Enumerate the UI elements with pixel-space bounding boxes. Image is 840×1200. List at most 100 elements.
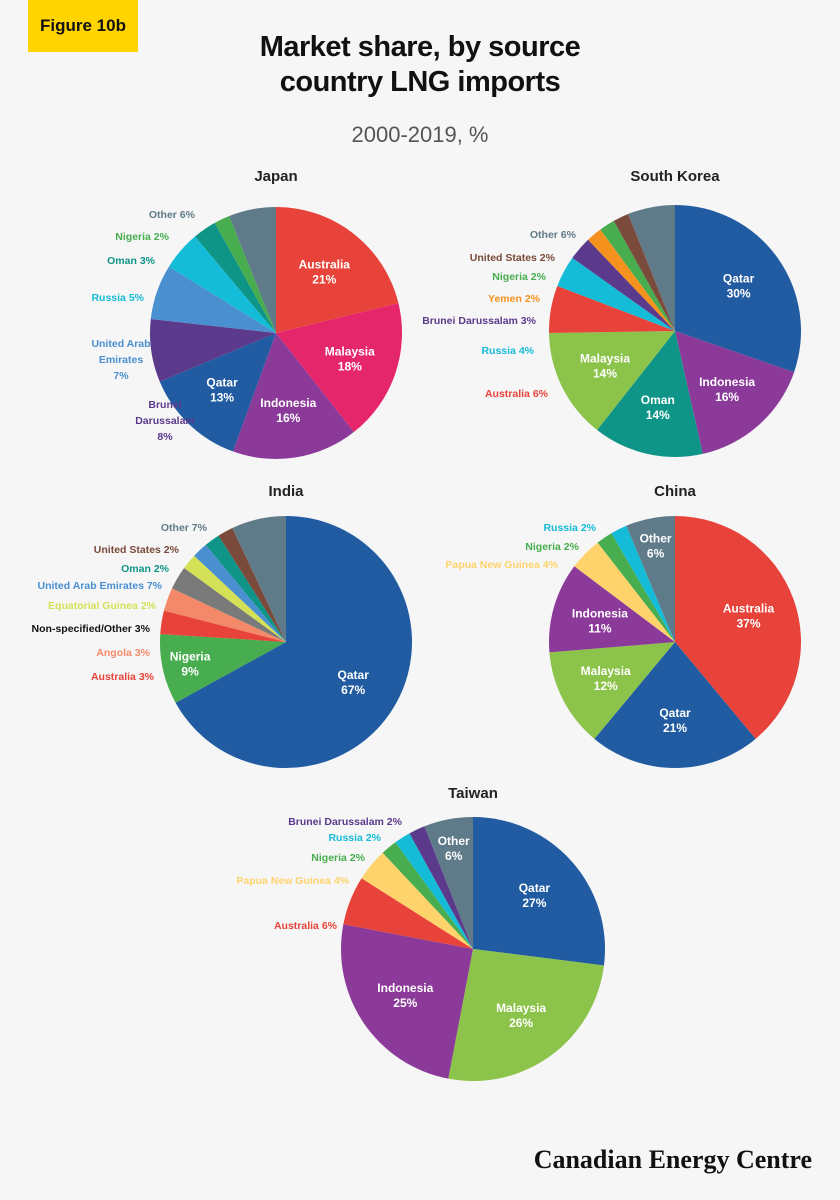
- pie-slice-other: [626, 516, 675, 642]
- slice-label-indonesia: Indonesia 11%: [572, 606, 628, 635]
- pie-slice-australia: [343, 878, 473, 949]
- slice-label-angola: Angola 3%: [96, 647, 150, 659]
- slice-label-russia: Russia 2%: [328, 832, 381, 844]
- pie-slice-brunei-darussalam: [409, 826, 473, 949]
- pie-slice-indonesia: [341, 924, 473, 1079]
- pie-slice-papua-new-guinea: [574, 542, 675, 642]
- chart-title: South Korea: [630, 168, 720, 185]
- slice-label-united-arab-emirates: United Arab Emirates 7%: [38, 580, 163, 592]
- pie-slice-indonesia: [232, 333, 354, 459]
- slice-label-non-specified-other: Non-specified/Other 3%: [32, 623, 151, 635]
- slice-label-qatar: Qatar 13%: [206, 376, 238, 405]
- pie-slice-australia: [160, 610, 286, 642]
- slice-label-yemen: Yemen 2%: [488, 293, 541, 305]
- slice-label-other: Other 6%: [640, 532, 672, 561]
- pie-slice-indonesia: [675, 331, 795, 454]
- pie-chart-japan: Japan Australia 21% Malaysia 18% Indonesia 16%…: [91, 168, 403, 459]
- slice-label-nigeria: Nigeria 2%: [311, 852, 365, 864]
- pie-slice-malaysia: [448, 949, 604, 1081]
- slice-label-australia: Australia 21%: [299, 258, 351, 287]
- slice-label-papua-new-guinea: Papua New Guinea 4%: [445, 559, 558, 571]
- pie-slice-oman: [195, 222, 276, 333]
- slice-label-qatar: Qatar 67%: [338, 668, 370, 697]
- slice-label-nigeria: Nigeria 2%: [115, 231, 169, 243]
- slice-label-brunei-darussalam: Brunei Darussalam 2%: [288, 816, 402, 828]
- slice-label-malaysia: Malaysia 18%: [325, 345, 375, 374]
- brand-logo-text: Canadian Energy Centre: [533, 1145, 812, 1174]
- pie-slice-united-arab-emirates: [194, 544, 286, 642]
- pie-slice-qatar: [159, 333, 276, 452]
- main-title: Market share, by source country LNG impo…: [0, 30, 840, 100]
- pie-slice-united-states: [613, 214, 675, 331]
- slice-label-qatar: Qatar 21%: [659, 706, 691, 735]
- slice-label-oman: Oman 3%: [107, 255, 156, 267]
- pie-slice-united-arab-emirates: [150, 266, 276, 333]
- slice-label-papua-new-guinea: Papua New Guinea 4%: [236, 875, 349, 887]
- pie-slice-other: [628, 205, 675, 331]
- pie-slice-yemen: [588, 229, 675, 331]
- slice-label-united-states: United States 2%: [470, 252, 556, 264]
- slice-label-qatar: Qatar 27%: [519, 881, 551, 910]
- slice-label-australia: Australia 6%: [274, 920, 338, 932]
- slice-label-united-states: United States 2%: [94, 544, 180, 556]
- pie-chart-china: China Australia 37% Qatar 21% Malaysia 12% Indo…: [445, 483, 802, 769]
- chart-title: China: [654, 483, 696, 500]
- slice-label-australia: Australia 3%: [91, 671, 155, 683]
- slice-label-oman: Oman 2%: [121, 563, 170, 575]
- slice-label-indonesia: Indonesia 25%: [377, 981, 433, 1010]
- pie-slice-other: [424, 817, 473, 949]
- pie-slice-indonesia: [548, 566, 675, 653]
- main-title-line1: Market share, by source: [259, 31, 581, 63]
- slice-label-indonesia: Indonesia 16%: [260, 396, 316, 425]
- slice-label-australia: Australia 37%: [723, 601, 775, 630]
- slice-label-other: Other 7%: [161, 522, 208, 534]
- slice-label-oman: Oman 14%: [641, 393, 675, 422]
- pie-slice-russia: [611, 525, 675, 642]
- pie-slice-other: [229, 207, 276, 333]
- chart-title: India: [268, 483, 304, 500]
- slice-label-nigeria: Nigeria 2%: [492, 271, 546, 283]
- chart-title: Japan: [254, 168, 297, 185]
- slice-label-australia: Australia 6%: [485, 388, 549, 400]
- slice-label-russia: Russia 5%: [91, 292, 144, 304]
- pie-slice-nigeria: [160, 634, 286, 703]
- pie-chart-south-korea: South Korea Qatar 30% Indonesia 16% Oman 14% Ma…: [422, 168, 801, 457]
- pie-slice-oman: [205, 535, 286, 642]
- slice-label-brunei-darussalam: Brunei Darussalam 8%: [135, 399, 195, 443]
- slice-label-other: Other 6%: [149, 209, 196, 221]
- chart-title: Taiwan: [448, 785, 498, 802]
- slice-label-united-arab-emirates: United Arab Emirates 7%: [91, 338, 150, 382]
- pie-slice-nigeria: [600, 220, 675, 331]
- pie-slice-australia: [276, 207, 399, 333]
- slice-label-malaysia: Malaysia 14%: [580, 352, 630, 381]
- pie-slice-malaysia: [549, 642, 675, 739]
- pie-slice-russia: [168, 236, 276, 333]
- pie-chart-taiwan: Taiwan Qatar 27% Malaysia 26% Indonesia 25% Aus…: [236, 785, 606, 1081]
- subtitle: 2000-2019, %: [351, 122, 489, 147]
- pie-slice-united-states: [218, 527, 286, 642]
- slice-label-malaysia: Malaysia 12%: [581, 664, 631, 693]
- slice-label-brunei-darussalam: Brunei Darussalam 3%: [422, 315, 536, 327]
- pie-slice-russia: [557, 257, 675, 331]
- pie-slice-papua-new-guinea: [361, 852, 473, 949]
- pie-slice-angola: [163, 588, 286, 642]
- pie-slice-nigeria: [382, 842, 473, 949]
- pie-slice-nigeria: [597, 533, 675, 642]
- slice-label-malaysia: Malaysia 26%: [496, 1001, 546, 1030]
- slice-label-nigeria: Nigeria 9%: [170, 649, 211, 678]
- pie-slice-other: [232, 516, 286, 642]
- slice-label-equatorial-guinea: Equatorial Guinea 2%: [48, 600, 157, 612]
- slice-label-russia: Russia 2%: [543, 522, 596, 534]
- slice-label-indonesia: Indonesia 16%: [699, 375, 755, 404]
- pie-slice-non-specified-other: [171, 567, 286, 642]
- slice-label-russia: Russia 4%: [481, 345, 534, 357]
- pie-slice-nigeria: [214, 216, 276, 333]
- pie-slice-brunei-darussalam: [150, 319, 276, 382]
- pie-slice-equatorial-guinea: [184, 555, 286, 642]
- slice-label-other: Other 6%: [530, 229, 577, 241]
- pie-slice-brunei-darussalam: [572, 239, 675, 331]
- pie-slice-australia: [675, 515, 802, 739]
- pie-slice-oman: [597, 331, 703, 457]
- pie-slice-malaysia: [549, 331, 675, 431]
